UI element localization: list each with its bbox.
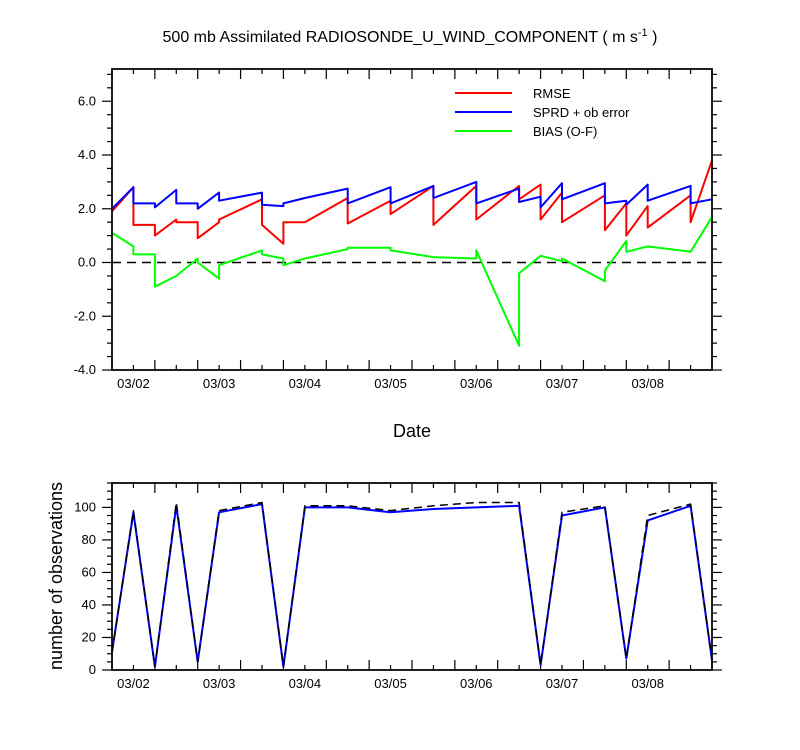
bottom-x-tick-label: 03/08 (631, 676, 664, 691)
chart-title: 500 mb Assimilated RADIOSONDE_U_WIND_COM… (163, 27, 658, 46)
top-y-tick-label: -2.0 (74, 308, 96, 323)
bottom-x-tick-label: 03/06 (460, 676, 493, 691)
top-x-tick-label: 03/02 (117, 376, 150, 391)
bottom-x-tick-label: 03/05 (374, 676, 407, 691)
bottom-y-tick-label: 40 (82, 597, 96, 612)
top-plot-panel: 03/02 03/03 03/04 03/05 03/06 03/07 03/08 -4.0 -… (74, 68, 722, 391)
legend: RMSE SPRD + ob error BIAS (O-F) (455, 86, 630, 139)
top-x-tick-label: 03/07 (546, 376, 579, 391)
bottom-plot-panel: 03/02 03/03 03/04 03/05 03/06 03/07 03/08 0 20 40… (74, 482, 722, 691)
top-series-line-0 (111, 160, 713, 245)
bottom-y-tick-label: 100 (74, 499, 96, 514)
top-y-tick-label: 2.0 (78, 201, 96, 216)
top-y-tick-label: 0.0 (78, 255, 96, 270)
bottom-y-tick-label: 60 (82, 564, 96, 579)
top-series-line-2 (111, 216, 713, 347)
top-x-tick-label: 03/05 (374, 376, 407, 391)
bottom-x-tick-label: 03/03 (203, 676, 236, 691)
top-plot-border (111, 68, 713, 371)
bottom-y-tick-label: 0 (89, 662, 96, 677)
top-x-tick-label: 03/03 (203, 376, 236, 391)
top-y-tick-label: 4.0 (78, 147, 96, 162)
legend-label-rmse: RMSE (533, 86, 571, 101)
bottom-series-line-0 (111, 503, 713, 668)
bottom-y-tick-label: 80 (82, 532, 96, 547)
legend-label-sprd: SPRD + ob error (533, 105, 630, 120)
bottom-x-tick-label: 03/02 (117, 676, 150, 691)
top-series-line-1 (111, 180, 713, 210)
top-x-tick-label: 03/06 (460, 376, 493, 391)
top-y-tick-label: -4.0 (74, 362, 96, 377)
top-x-tick-label: 03/08 (631, 376, 664, 391)
top-x-axis-label: Date (393, 421, 431, 441)
bottom-x-tick-label: 03/07 (546, 676, 579, 691)
top-y-tick-label: 6.0 (78, 93, 96, 108)
bottom-y-axis-label: number of observations (46, 482, 66, 670)
bottom-series-line-1 (111, 501, 713, 668)
bottom-x-tick-label: 03/04 (289, 676, 322, 691)
legend-label-bias: BIAS (O-F) (533, 124, 597, 139)
bottom-plot-border (111, 482, 713, 671)
top-x-tick-label: 03/04 (289, 376, 322, 391)
bottom-y-tick-label: 20 (82, 629, 96, 644)
